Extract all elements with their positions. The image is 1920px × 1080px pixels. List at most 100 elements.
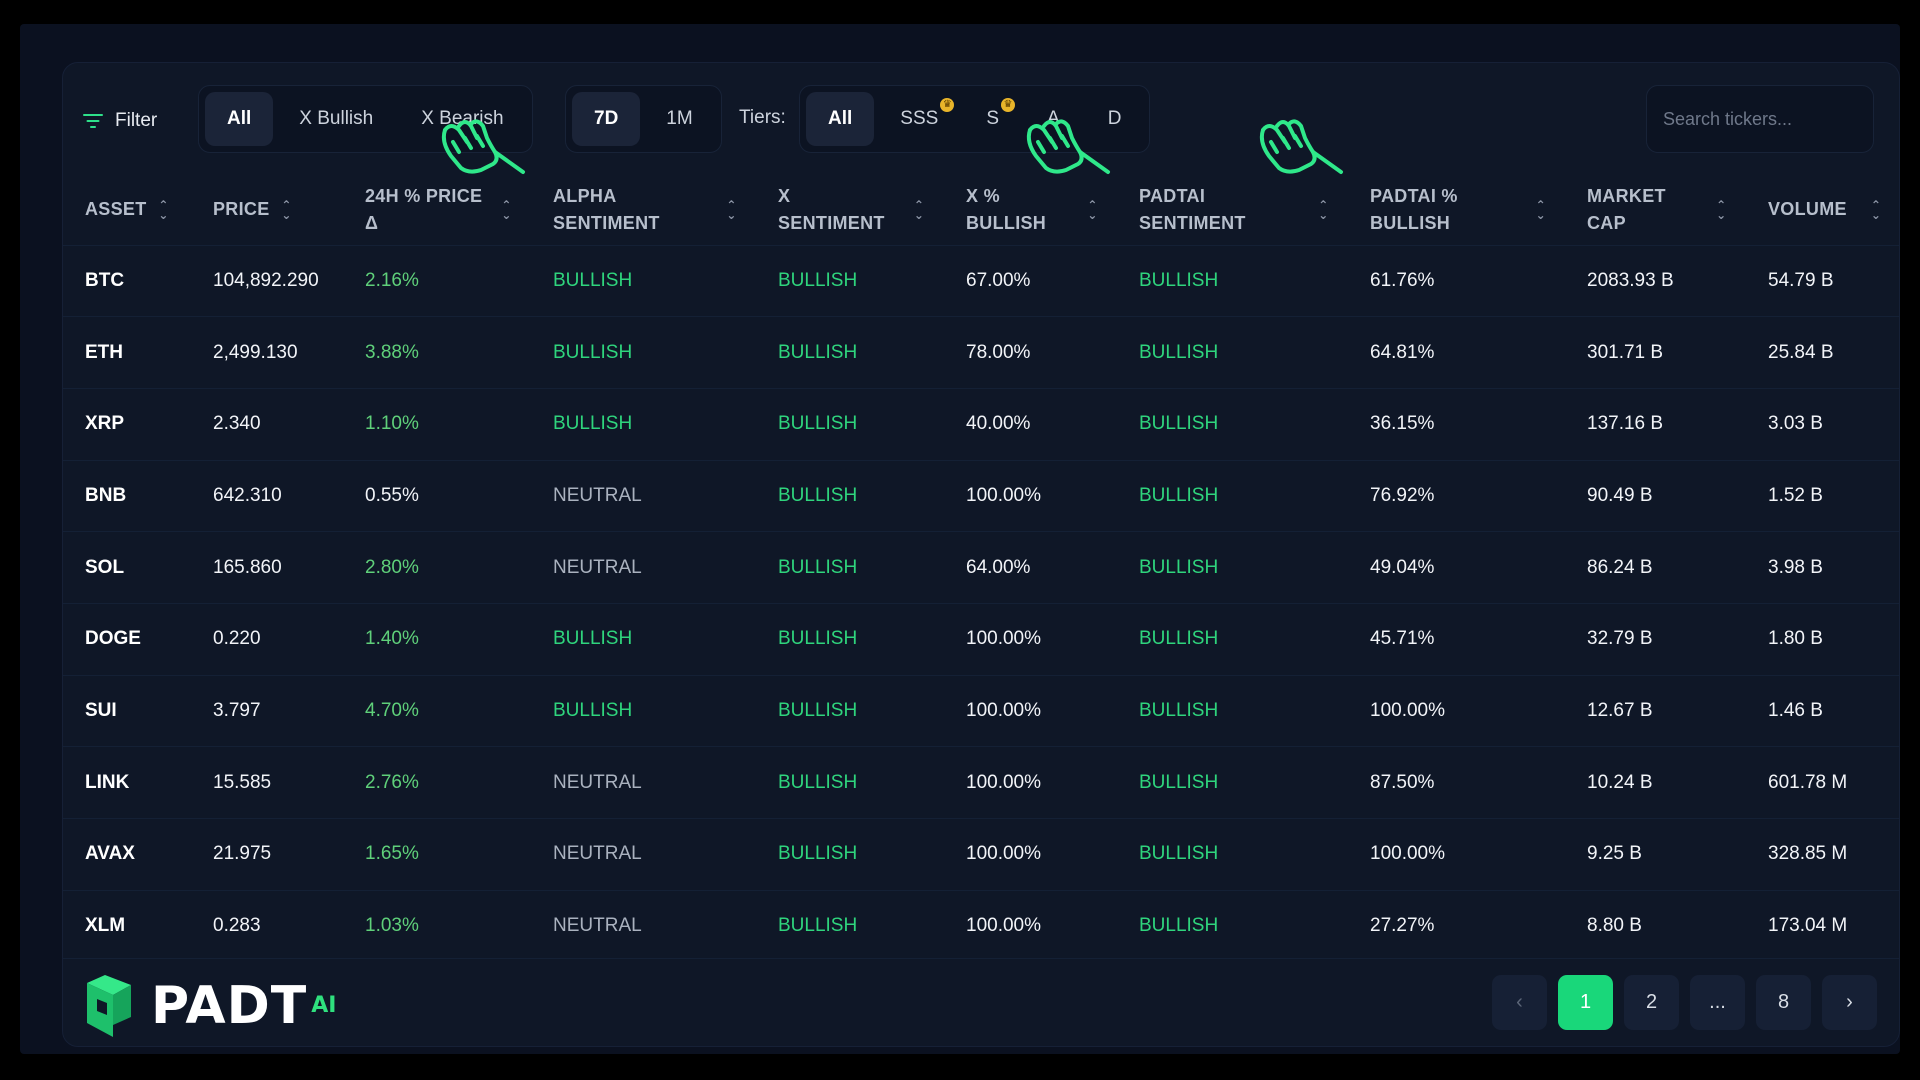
sentiment-option-x-bearish[interactable]: X Bearish — [421, 108, 504, 129]
cell-price: 15.585 — [191, 746, 343, 819]
tier-option-all[interactable]: All — [806, 92, 875, 146]
period-filter: 7D 1M — [565, 85, 722, 153]
column-header-alpha-sentiment[interactable]: ALPHA SENTIMENT ⌃ ⌄ — [531, 175, 756, 245]
column-header-label: MARKET CAP — [1587, 185, 1666, 233]
cell-padtai-bullish-pct: 61.76% — [1348, 244, 1565, 317]
cell-padtai-sentiment: BULLISH — [1117, 531, 1348, 604]
cell-padtai-bullish-pct: 45.71% — [1348, 602, 1565, 676]
tier-option-sss[interactable]: SSS ♛ — [878, 92, 960, 146]
column-header-padtai-bullish[interactable]: PADTAI % BULLISH ⌃ ⌄ — [1348, 175, 1565, 245]
page-button-8[interactable]: 8 — [1756, 975, 1811, 1030]
sort-icon: ⌃ ⌄ — [501, 197, 512, 222]
toolbar: Filter All X Bullish X Bearish 7D 1M Tie… — [63, 63, 1899, 175]
cell-price: 2.340 — [191, 387, 343, 461]
period-option-1m[interactable]: 1M — [666, 108, 693, 129]
sentiment-option-x-bullish[interactable]: X Bullish — [299, 108, 374, 129]
sort-icon: ⌃ ⌄ — [1870, 197, 1882, 222]
tier-option-d[interactable]: D — [1107, 108, 1122, 129]
cell-market-cap: 86.24 B — [1565, 531, 1746, 604]
table-row[interactable]: XRP 2.340 1.10% BULLISH BULLISH 40.00% BULLISH… — [63, 387, 1899, 461]
cell-padtai-sentiment: BULLISH — [1117, 746, 1348, 819]
page-ellipsis[interactable]: ... — [1690, 975, 1745, 1030]
column-header-label: ASSET — [85, 199, 147, 220]
column-header-padtai-sentiment[interactable]: PADTAI SENTIMENT ⌃ ⌄ — [1117, 175, 1348, 245]
tier-option-a[interactable]: A — [1047, 108, 1060, 129]
column-header-label: 24H % PRICE Δ — [365, 185, 483, 233]
cell-asset: BTC — [63, 244, 191, 317]
column-header-volume[interactable]: VOLUME ⌃ ⌄ — [1746, 175, 1899, 245]
page-button-1[interactable]: 1 — [1558, 975, 1613, 1030]
table-row[interactable]: BTC 104,892.290 2.16% BULLISH BULLISH 67.00% B… — [63, 244, 1899, 317]
cell-market-cap: 32.79 B — [1565, 602, 1746, 676]
app-frame: Filter All X Bullish X Bearish 7D 1M Tie… — [20, 24, 1900, 1054]
sentiment-option-all[interactable]: All — [205, 92, 274, 146]
cell-alpha-sentiment: BULLISH — [531, 602, 756, 676]
cell-padtai-sentiment: BULLISH — [1117, 316, 1348, 389]
tier-option-s[interactable]: S ♛ — [964, 92, 1021, 146]
cell-padtai-sentiment: BULLISH — [1117, 674, 1348, 747]
table-row[interactable]: XLM 0.283 1.03% NEUTRAL BULLISH 100.00% BULLIS… — [63, 889, 1899, 962]
cell-padtai-bullish-pct: 49.04% — [1348, 531, 1565, 604]
cell-price: 642.310 — [191, 459, 343, 532]
crown-icon: ♛ — [1001, 98, 1015, 112]
period-option-7d[interactable]: 7D — [572, 92, 641, 146]
column-header-asset[interactable]: ASSET ⌃ ⌄ — [63, 175, 191, 245]
cell-change-24h: 1.65% — [343, 818, 531, 891]
column-header-24h-change[interactable]: 24H % PRICE Δ ⌃ ⌄ — [343, 175, 531, 245]
table-row[interactable]: SOL 165.860 2.80% NEUTRAL BULLISH 64.00% BULLI… — [63, 531, 1899, 604]
table-body: BTC 104,892.290 2.16% BULLISH BULLISH 67.00% B… — [63, 244, 1899, 962]
cell-market-cap: 2083.93 B — [1565, 244, 1746, 317]
cell-x-sentiment: BULLISH — [756, 746, 944, 819]
cell-change-24h: 2.16% — [343, 244, 531, 317]
cell-alpha-sentiment: NEUTRAL — [531, 459, 756, 532]
column-header-label: VOLUME — [1768, 199, 1847, 220]
cell-asset: LINK — [63, 746, 191, 819]
table-row[interactable]: LINK 15.585 2.76% NEUTRAL BULLISH 100.00% BULL… — [63, 746, 1899, 819]
cell-price: 3.797 — [191, 674, 343, 747]
cell-price: 0.220 — [191, 602, 343, 676]
cell-asset: XRP — [63, 387, 191, 461]
cell-padtai-sentiment: BULLISH — [1117, 387, 1348, 461]
cell-padtai-sentiment: BULLISH — [1117, 818, 1348, 891]
cell-change-24h: 1.40% — [343, 602, 531, 676]
column-header-x-bullish[interactable]: X % BULLISH ⌃ ⌄ — [944, 175, 1117, 245]
tiers-label: Tiers: — [739, 107, 786, 128]
table-row[interactable]: DOGE 0.220 1.40% BULLISH BULLISH 100.00% BULLI… — [63, 602, 1899, 676]
cell-change-24h: 2.80% — [343, 531, 531, 604]
cell-change-24h: 1.10% — [343, 387, 531, 461]
cell-price: 104,892.290 — [191, 244, 343, 317]
search-input[interactable] — [1646, 85, 1874, 153]
table-row[interactable]: ETH 2,499.130 3.88% BULLISH BULLISH 78.00% BUL… — [63, 316, 1899, 389]
padtai-logo: PADT AI — [83, 973, 336, 1039]
cell-asset: ETH — [63, 316, 191, 389]
column-header-label: X SENTIMENT — [778, 185, 885, 233]
column-header-label: PRICE — [213, 199, 270, 220]
table-row[interactable]: AVAX 21.975 1.65% NEUTRAL BULLISH 100.00% BULL… — [63, 818, 1899, 891]
pagination: ‹ 1 2 ... 8 › — [1492, 975, 1877, 1030]
cell-market-cap: 8.80 B — [1565, 889, 1746, 962]
page-button-2[interactable]: 2 — [1624, 975, 1679, 1030]
cell-x-bullish-pct: 100.00% — [944, 746, 1117, 819]
cell-x-bullish-pct: 40.00% — [944, 387, 1117, 461]
cell-change-24h: 3.88% — [343, 316, 531, 389]
table-header-row: ASSET ⌃ ⌄ PRICE ⌃ ⌄ 24H % PRICE Δ ⌃ ⌄ ALPHA SE… — [63, 175, 1899, 245]
footer: PADT AI ‹ 1 2 ... 8 › — [63, 958, 1899, 1046]
cell-x-sentiment: BULLISH — [756, 459, 944, 532]
tier-option-label: S — [986, 108, 999, 129]
sort-icon: ⌃ ⌄ — [1535, 197, 1546, 222]
cell-asset: DOGE — [63, 602, 191, 676]
table-row[interactable]: BNB 642.310 0.55% NEUTRAL BULLISH 100.00% BULL… — [63, 459, 1899, 532]
cell-volume: 25.84 B — [1746, 316, 1899, 389]
cell-volume: 1.80 B — [1746, 602, 1899, 676]
table-row[interactable]: SUI 3.797 4.70% BULLISH BULLISH 100.00% BULLIS… — [63, 674, 1899, 747]
cell-x-sentiment: BULLISH — [756, 316, 944, 389]
next-page-button[interactable]: › — [1822, 975, 1877, 1030]
prev-page-button[interactable]: ‹ — [1492, 975, 1547, 1030]
column-header-market-cap[interactable]: MARKET CAP ⌃ ⌄ — [1565, 175, 1746, 245]
filter-button[interactable]: Filter — [83, 105, 157, 137]
cell-x-sentiment: BULLISH — [756, 674, 944, 747]
cell-padtai-bullish-pct: 64.81% — [1348, 316, 1565, 389]
column-header-x-sentiment[interactable]: X SENTIMENT ⌃ ⌄ — [756, 175, 944, 245]
column-header-price[interactable]: PRICE ⌃ ⌄ — [191, 175, 343, 245]
cell-x-bullish-pct: 100.00% — [944, 602, 1117, 676]
